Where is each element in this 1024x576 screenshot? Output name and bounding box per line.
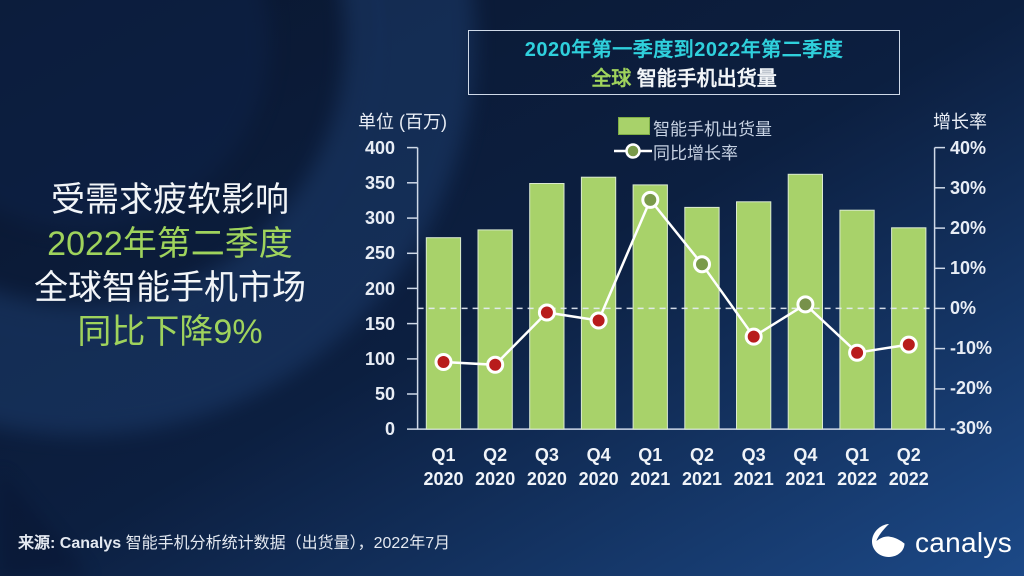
svg-text:canalys: canalys [915, 527, 1012, 558]
